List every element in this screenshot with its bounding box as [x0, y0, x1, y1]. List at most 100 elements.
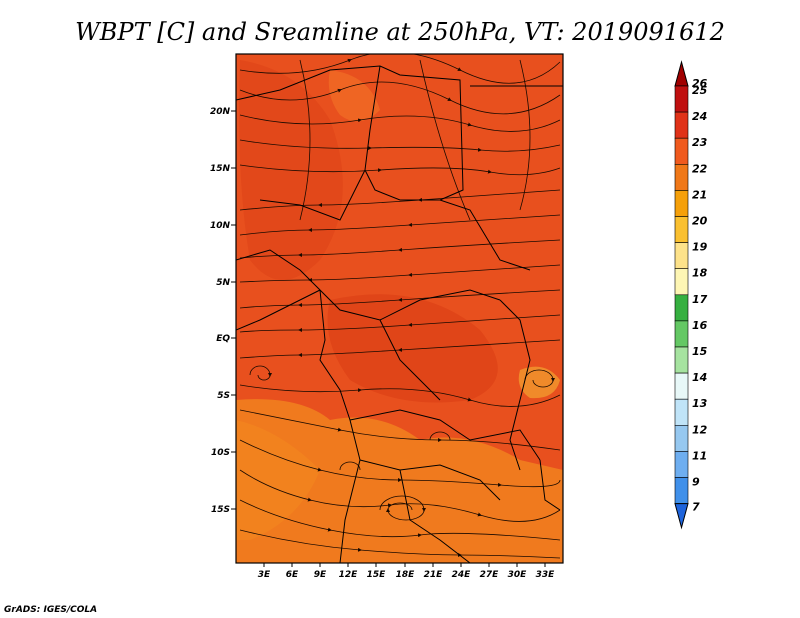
streamline: [239, 439, 561, 488]
lat-tick-label: 15S: [211, 505, 230, 515]
colorbar-segment: [674, 477, 689, 504]
colorbar-segment: [674, 137, 689, 165]
coastline: [236, 289, 321, 331]
lon-tick-label: 6E: [286, 570, 299, 580]
streamline: [239, 214, 561, 236]
colorbar-label: 13: [692, 397, 708, 410]
colorbar-label: 18: [692, 267, 708, 280]
temperature-field-cool-region: [236, 420, 320, 540]
country-borders: [236, 65, 563, 563]
country-border: [236, 65, 464, 201]
credit-text: GrADS: IGES/COLA: [4, 605, 97, 615]
colorbar-label: 21: [692, 188, 707, 201]
streamline: [239, 189, 561, 211]
lon-tick-label: 18E: [396, 570, 416, 580]
streamline-vortex: [249, 365, 273, 381]
country-border: [236, 249, 501, 321]
lon-tick-label: 30E: [508, 570, 528, 580]
colorbar-arrow-top: [674, 60, 689, 87]
map-panel: [236, 54, 563, 563]
lon-tick-label: 24E: [452, 570, 472, 580]
country-border: [349, 409, 541, 461]
lon-tick-label: 9E: [314, 570, 327, 580]
country-border: [319, 289, 361, 563]
colorbar-segment: [674, 216, 689, 243]
streamline: [239, 54, 561, 84]
lon-tick-label: 15E: [367, 570, 387, 580]
streamline-vortex: [379, 495, 427, 521]
streamline: [299, 59, 311, 221]
colorbar-segment: [674, 372, 689, 400]
colorbar-label: 7: [692, 501, 700, 514]
colorbar-segment: [674, 451, 689, 478]
colorbar-label: 9: [692, 476, 700, 489]
colorbar-segment: [674, 85, 689, 113]
streamline: [239, 499, 561, 541]
colorbar-label: 23: [692, 136, 708, 149]
colorbar-segment: [674, 346, 689, 374]
lat-tick-label: EQ: [216, 334, 230, 344]
colorbar-label: 19: [692, 241, 708, 254]
streamline: [239, 139, 561, 152]
country-border: [259, 169, 366, 221]
lat-tick-label: 15N: [210, 164, 231, 174]
colorbar-label: 14: [692, 371, 707, 384]
colorbar-segment: [674, 268, 689, 296]
lon-tick-label: 12E: [339, 570, 359, 580]
colorbar-segment: [674, 320, 689, 348]
colorbar-segment: [674, 294, 689, 322]
streamline: [239, 289, 561, 309]
colorbar-label: 16: [692, 319, 708, 332]
colorbar-label: 22: [692, 162, 708, 175]
country-border: [364, 65, 531, 271]
colorbar-arrow-bottom: [674, 503, 689, 530]
temperature-field-warm-patch: [327, 294, 498, 403]
lon-axis: 3E 6E 9E 12E 15E 18E 21E 24E 27E 30E 33E: [258, 563, 555, 580]
lon-tick-label: 27E: [480, 570, 500, 580]
colorbar-label: 25: [692, 84, 708, 97]
streamline: [239, 81, 561, 115]
colorbar-segment: [674, 424, 689, 452]
colorbar-label: 24: [692, 110, 707, 123]
colorbar-label: 12: [692, 423, 708, 436]
lat-tick-label: 10N: [210, 221, 231, 231]
lat-tick-label: 20N: [210, 107, 231, 117]
colorbar-segment: [674, 190, 689, 217]
lat-tick-label: 5N: [216, 278, 230, 288]
streamline: [239, 114, 561, 132]
country-border: [379, 319, 441, 401]
chart-title: WBPT [C] and Sreamline at 250hPa, VT: 20…: [75, 18, 725, 46]
streamline: [239, 409, 561, 451]
lon-tick-label: 33E: [536, 570, 556, 580]
country-border: [539, 459, 561, 511]
map-frame: [235, 53, 564, 564]
colorbar-label: 17: [692, 293, 708, 306]
country-border: [399, 469, 471, 563]
lat-tick-label: 10S: [211, 448, 230, 458]
streamline: [239, 314, 561, 333]
colorbar-label: 20: [692, 215, 708, 228]
colorbar-label: 15: [692, 345, 708, 358]
lat-tick-label: 5S: [217, 391, 230, 401]
colorbar-segment: [674, 398, 689, 426]
streamline: [239, 384, 561, 407]
country-border: [359, 459, 501, 501]
streamline: [239, 239, 561, 259]
streamline-vortex: [524, 369, 556, 388]
streamlines: [239, 54, 561, 559]
streamline: [419, 59, 471, 221]
colorbar-label: 11: [692, 449, 707, 462]
colorbar-segment: [674, 164, 689, 191]
lat-axis: 20N 15N 10N 5N EQ 5S 10S 15S: [210, 107, 236, 515]
colorbar-segment: [674, 242, 689, 270]
streamline-vortex: [339, 461, 361, 471]
temperature-field-cool-patch: [518, 366, 560, 399]
streamline: [239, 264, 561, 283]
streamline: [239, 164, 561, 176]
country-border: [499, 299, 531, 471]
streamline: [239, 339, 561, 359]
streamline-vortex: [429, 431, 451, 441]
lon-tick-label: 3E: [258, 570, 271, 580]
